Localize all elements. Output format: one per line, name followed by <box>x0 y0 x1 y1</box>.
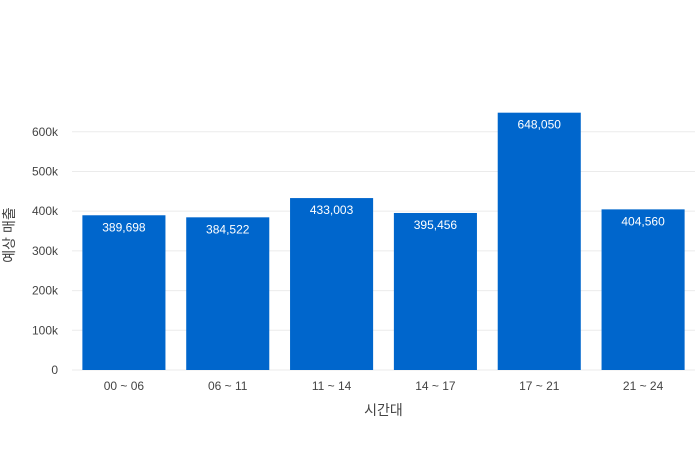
x-tick-label: 21 ~ 24 <box>623 379 664 393</box>
bar-value-label: 395,456 <box>414 218 458 232</box>
x-tick-label: 14 ~ 17 <box>415 379 456 393</box>
x-tick-label: 00 ~ 06 <box>104 379 145 393</box>
y-tick-label: 500k <box>32 164 59 178</box>
bar-value-label: 404,560 <box>621 214 665 228</box>
y-axis-ticks: 0 100k 200k 300k 400k 500k 600k <box>32 125 59 377</box>
bar-value-label: 389,698 <box>102 220 146 234</box>
gridlines <box>72 131 695 371</box>
bar[interactable] <box>497 112 581 370</box>
bar[interactable] <box>186 217 270 370</box>
x-tick-label: 06 ~ 11 <box>208 379 248 393</box>
y-tick-label: 400k <box>32 204 59 218</box>
y-tick-label: 300k <box>32 244 59 258</box>
x-tick-label: 11 ~ 14 <box>312 379 352 393</box>
y-tick-label: 0 <box>51 363 58 377</box>
y-tick-label: 600k <box>32 125 59 139</box>
bar[interactable] <box>393 212 477 370</box>
y-axis-title: 예상 매출 <box>1 207 17 263</box>
y-tick-label: 100k <box>32 323 59 337</box>
y-tick-label: 200k <box>32 284 59 298</box>
bar-value-label: 648,050 <box>518 118 562 132</box>
x-axis-ticks: 00 ~ 06 06 ~ 11 11 ~ 14 14 ~ 17 17 ~ 21 21 ~ … <box>104 379 664 393</box>
bar[interactable] <box>290 198 374 370</box>
x-axis-title: 시간대 <box>364 402 403 418</box>
bar[interactable] <box>601 209 685 370</box>
bar[interactable] <box>82 215 166 370</box>
x-tick-label: 17 ~ 21 <box>519 379 560 393</box>
bar-value-label: 384,522 <box>206 222 250 236</box>
bar-value-label: 433,003 <box>310 203 354 217</box>
bars: 389,698 384,522 433,003 395,456 648,050 404,5… <box>82 112 685 370</box>
